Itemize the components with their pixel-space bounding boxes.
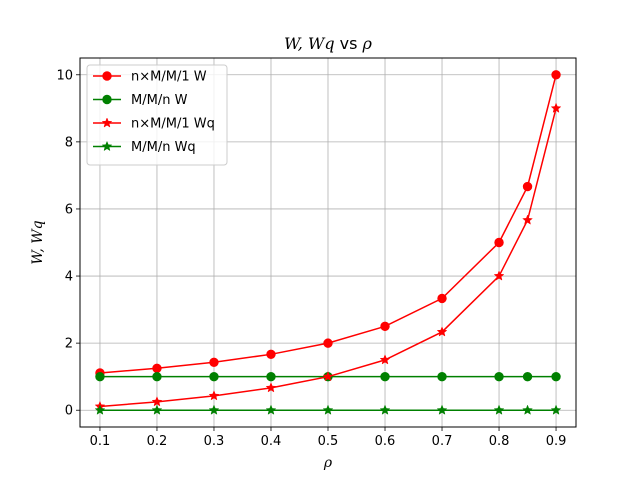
legend-item: M/M/n W <box>93 93 188 108</box>
series-line <box>99 108 557 408</box>
data-point <box>551 70 561 80</box>
y-tick-label: 10 <box>56 68 73 83</box>
legend-label: M/M/n W <box>131 93 188 108</box>
x-tick-label: 0.6 <box>375 434 396 449</box>
x-axis-label: ρ <box>323 455 333 471</box>
data-point <box>437 371 447 382</box>
data-point <box>151 396 163 407</box>
legend-item: M/M/n Wq <box>93 140 196 155</box>
data-point <box>266 371 276 382</box>
x-tick-label: 0.9 <box>546 434 567 449</box>
legend-marker <box>102 94 112 105</box>
data-point <box>550 102 562 113</box>
y-tick-label: 0 <box>65 404 73 419</box>
y-tick-label: 8 <box>65 135 73 150</box>
data-point <box>551 371 561 382</box>
series-2 <box>94 102 562 412</box>
series-line <box>99 74 557 374</box>
series-0 <box>95 70 561 378</box>
data-point <box>550 404 562 415</box>
data-point <box>494 237 504 248</box>
chart-title-rho: ρ <box>362 34 373 53</box>
data-point <box>94 404 106 415</box>
x-tick-label: 0.3 <box>204 434 225 449</box>
data-point <box>437 293 447 304</box>
x-tick-label: 0.2 <box>147 434 168 449</box>
x-tick-label: 0.1 <box>90 434 111 449</box>
data-point <box>522 214 533 225</box>
data-point <box>266 349 276 360</box>
data-point <box>322 404 334 415</box>
legend: n×M/M/1 W M/M/n W n×M/M/1 Wq M/M/n Wq <box>86 64 228 166</box>
legend-label: n×M/M/1 W <box>131 70 207 85</box>
x-tick-label: 0.7 <box>432 434 453 449</box>
x-tick-label: 0.5 <box>318 434 339 449</box>
axis-ticks: 0.1 0.2 0.3 0.4 0.5 0.6 0.7 0.8 0.9 0 2 4 6 8 10 <box>56 68 566 449</box>
data-point <box>208 390 220 401</box>
series-group <box>94 70 562 415</box>
data-point <box>265 404 277 415</box>
legend-marker <box>101 140 113 152</box>
y-tick-label: 2 <box>65 337 73 352</box>
legend-label: n×M/M/1 Wq <box>131 117 215 132</box>
legend-label: M/M/n Wq <box>131 140 196 155</box>
data-point <box>151 404 163 415</box>
data-point <box>436 326 448 337</box>
legend-item: n×M/M/1 Wq <box>93 117 215 132</box>
x-tick-label: 0.4 <box>261 434 282 449</box>
data-point <box>380 321 390 332</box>
data-point <box>209 357 219 367</box>
data-point <box>379 354 391 365</box>
data-point <box>322 371 334 382</box>
chart-title: W, Wq vs ρ <box>284 34 373 53</box>
data-point <box>323 338 333 348</box>
data-point <box>494 371 504 382</box>
series-1 <box>95 371 561 382</box>
data-point <box>379 404 391 415</box>
data-point <box>265 382 277 393</box>
legend-box <box>86 64 228 166</box>
data-point <box>209 371 219 382</box>
data-point <box>436 404 448 415</box>
legend-item: n×M/M/1 W <box>93 70 207 85</box>
legend-marker <box>102 71 112 81</box>
y-axis-label: W, Wq <box>30 220 46 264</box>
y-tick-label: 6 <box>65 202 73 217</box>
legend-marker <box>101 117 113 128</box>
data-point <box>95 371 105 382</box>
data-point <box>522 181 533 192</box>
series-3 <box>94 404 562 415</box>
data-point <box>522 371 533 382</box>
y-tick-label: 4 <box>65 270 73 285</box>
data-point <box>152 371 162 382</box>
chart-title-math: W, Wq <box>284 34 335 53</box>
data-point <box>152 363 162 373</box>
x-tick-label: 0.8 <box>489 434 510 449</box>
data-point <box>493 404 505 415</box>
data-point <box>208 404 220 415</box>
data-point <box>380 371 390 382</box>
data-point <box>522 404 533 415</box>
chart-title-vs: vs <box>335 34 363 53</box>
data-point <box>493 270 505 281</box>
